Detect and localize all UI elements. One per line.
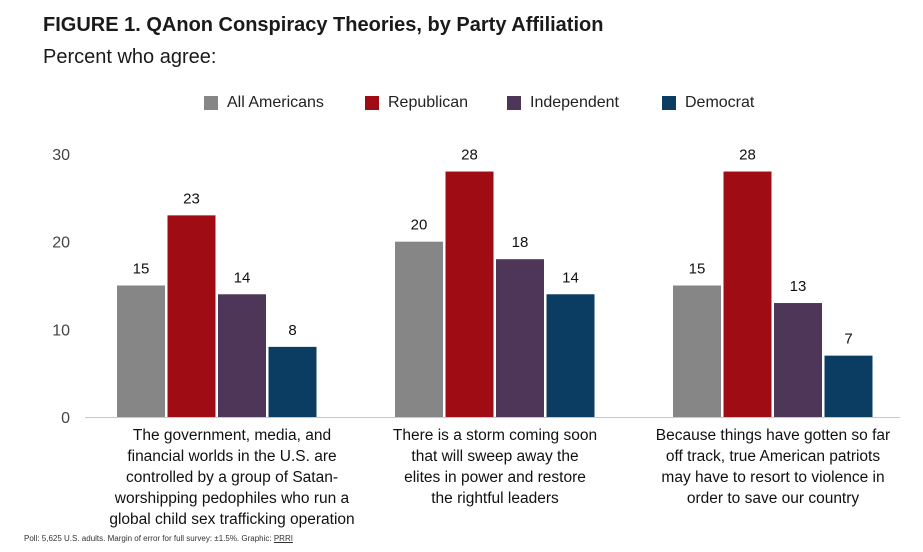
bar bbox=[673, 285, 721, 417]
legend-swatch bbox=[365, 96, 379, 110]
bar bbox=[546, 294, 595, 417]
footer-note: Poll: 5,625 U.S. adults. Margin of error… bbox=[24, 534, 293, 543]
legend: All Americans Republican Independent Dem… bbox=[0, 94, 923, 116]
y-tick-label: 10 bbox=[52, 322, 70, 339]
data-label: 28 bbox=[739, 147, 756, 164]
data-label: 14 bbox=[562, 269, 579, 286]
category-label-line: off track, true American patriots bbox=[665, 448, 881, 465]
bar bbox=[774, 303, 822, 417]
legend-item-democrat: Democrat bbox=[662, 94, 754, 112]
legend-swatch bbox=[204, 96, 218, 110]
legend-label: Democrat bbox=[685, 94, 755, 111]
legend-swatch bbox=[662, 96, 676, 110]
category-label-0: The government, media, and financial worl… bbox=[97, 425, 367, 530]
bar bbox=[445, 171, 494, 417]
category-label-line: that will sweep away the bbox=[411, 448, 579, 465]
data-label: 15 bbox=[689, 261, 706, 278]
legend-item-all-americans: All Americans bbox=[204, 94, 324, 112]
data-label: 14 bbox=[234, 269, 251, 286]
bar bbox=[496, 259, 544, 417]
category-label-line: the rightful leaders bbox=[431, 490, 559, 507]
footer-text: Poll: 5,625 U.S. adults. Margin of error… bbox=[24, 534, 274, 543]
category-label-line: order to save our country bbox=[686, 490, 860, 507]
source-link[interactable]: PRRI bbox=[273, 534, 293, 543]
bar bbox=[723, 171, 772, 417]
category-label-line: The government, media, and bbox=[132, 427, 332, 444]
chart-title: FIGURE 1. QAnon Conspiracy Theories, by … bbox=[43, 14, 604, 36]
legend-label: Independent bbox=[530, 94, 619, 111]
data-label: 7 bbox=[844, 331, 852, 348]
category-label-2: Because things have gotten so far off tra… bbox=[638, 425, 908, 509]
y-tick-label: 20 bbox=[52, 235, 70, 252]
data-label: 8 bbox=[288, 322, 296, 339]
category-label-line: There is a storm coming soon bbox=[392, 427, 598, 444]
y-tick-label: 30 bbox=[52, 147, 70, 164]
data-label: 15 bbox=[133, 261, 150, 278]
bar bbox=[167, 215, 216, 417]
category-label-line: Because things have gotten so far bbox=[655, 427, 891, 444]
bar bbox=[268, 346, 317, 417]
legend-label: Republican bbox=[388, 94, 469, 111]
bar bbox=[395, 241, 443, 417]
data-label: 20 bbox=[411, 217, 428, 234]
category-label-line: worshipping pedophiles who run a bbox=[114, 490, 350, 507]
category-label-line: elites in power and restore bbox=[404, 469, 586, 486]
chart-subtitle: Percent who agree: bbox=[43, 46, 217, 68]
category-label-1: There is a storm coming soon that will sw… bbox=[360, 425, 630, 509]
data-label: 23 bbox=[183, 190, 200, 207]
data-label: 18 bbox=[512, 234, 529, 251]
bar bbox=[824, 355, 873, 417]
y-tick-label: 0 bbox=[61, 410, 70, 427]
data-label: 28 bbox=[461, 147, 478, 164]
category-label-line: global child sex trafficking operation bbox=[109, 511, 355, 528]
legend-label: All Americans bbox=[227, 94, 324, 111]
category-label-line: financial worlds in the U.S. are bbox=[127, 448, 337, 465]
data-label: 13 bbox=[790, 278, 807, 295]
category-label-line: may have to resort to violence in bbox=[661, 469, 885, 486]
bar bbox=[218, 294, 266, 417]
legend-item-republican: Republican bbox=[365, 94, 468, 112]
category-label-line: controlled by a group of Satan- bbox=[126, 469, 338, 486]
legend-swatch bbox=[507, 96, 521, 110]
bar bbox=[117, 285, 165, 417]
legend-item-independent: Independent bbox=[507, 94, 619, 112]
